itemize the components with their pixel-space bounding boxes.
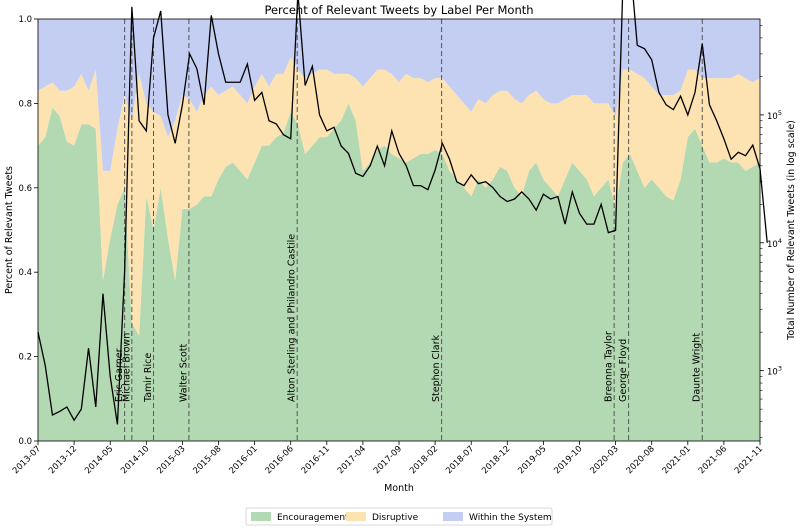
y-tick-label: 0.6: [18, 184, 32, 194]
x-tick-label: 2016-11: [300, 444, 332, 476]
x-tick-label: 2018-02: [408, 444, 440, 476]
x-tick-label: 2019-05: [516, 444, 548, 476]
event-label-daunte-wright: Daunte Wright: [692, 333, 703, 402]
x-axis-label: Month: [384, 483, 414, 494]
y-tick-label: 0.4: [18, 268, 32, 278]
y-tick-label: 0.8: [18, 99, 32, 109]
area-disruptive: [38, 56, 760, 336]
y2-tick-label: 103: [767, 365, 782, 378]
legend-swatch-disruptive: [346, 512, 366, 521]
legend: Encouragement Disruptive Within the System: [245, 507, 553, 526]
event-label-michael-brown: Michael Brown: [121, 333, 132, 402]
y-axis-label: Percent of Relevant Tweets: [4, 166, 15, 294]
total-tweets-line-group: [37, 0, 768, 425]
area-encouragement: [38, 103, 760, 442]
x-tick-label: 2017-04: [336, 444, 368, 476]
x-tick-label: 2021-06: [697, 444, 729, 476]
y-tick-label: 1.0: [18, 15, 32, 25]
legend-swatch-within-the-system: [443, 512, 463, 521]
x-tick-label: 2020-03: [589, 444, 621, 476]
x-tick-label: 2021-11: [733, 444, 765, 476]
total-tweets-line: [37, 0, 768, 425]
x-tick-label: 2013-07: [11, 444, 43, 476]
event-label-walter-scott: Walter Scott: [178, 343, 189, 402]
x-tick-label: 2018-12: [480, 444, 512, 476]
stacked-areas: [38, 19, 760, 442]
x-tick-label: 2015-03: [155, 444, 187, 476]
legend-label-encouragement: Encouragement: [277, 513, 349, 523]
legend-label-disruptive: Disruptive: [372, 513, 419, 523]
area-within-the-system: [38, 19, 760, 171]
x-tick-label: 2014-10: [119, 444, 151, 476]
legend-label-within-the-system: Within the System: [469, 513, 552, 523]
legend-frame: [245, 507, 553, 526]
event-label-stephon-clark: Stephon Clark: [431, 334, 442, 402]
x-tick-label: 2015-08: [191, 444, 223, 476]
x-tick-label: 2018-07: [444, 444, 476, 476]
x-tick-label: 2014-05: [83, 444, 115, 476]
y-tick-label: 0.0: [18, 437, 32, 447]
event-label-tamir-rice: Tamir Rice: [143, 353, 154, 403]
x-tick-label: 2016-01: [228, 444, 260, 476]
y-tick-label: 0.2: [18, 353, 32, 363]
x-tick-label: 2020-08: [625, 444, 657, 476]
x-tick-label: 2021-01: [661, 444, 693, 476]
y2-axis-label: Total Number of Relevant Tweets (in log …: [786, 120, 797, 341]
right-axis-ticks: 103104105106: [760, 25, 782, 438]
left-axis-ticks: 0.0 0.2 0.4 0.6 0.8 1.0: [18, 15, 38, 447]
x-tick-label: 2017-09: [372, 444, 404, 476]
y2-tick-label: 105: [767, 109, 782, 122]
x-tick-label: 2016-06: [264, 444, 296, 476]
event-label-breonna-taylor: Breonna Taylor: [604, 331, 615, 402]
y2-tick-label: 104: [767, 237, 782, 250]
x-tick-label: 2013-12: [47, 444, 79, 476]
legend-swatch-encouragement: [251, 512, 271, 521]
x-tick-label: 2019-10: [552, 444, 584, 476]
x-axis-ticks: 2013-07 2013-12 2014-05 2014-10 2015-03 2015-…: [11, 441, 765, 476]
event-label-alton-sterling-and-philandro-castile: Alton Sterling and Philandro Castile: [287, 234, 298, 402]
event-label-george-floyd: George Floyd: [618, 339, 629, 402]
chart-title: Percent of Relevant Tweets by Label Per …: [264, 3, 533, 17]
